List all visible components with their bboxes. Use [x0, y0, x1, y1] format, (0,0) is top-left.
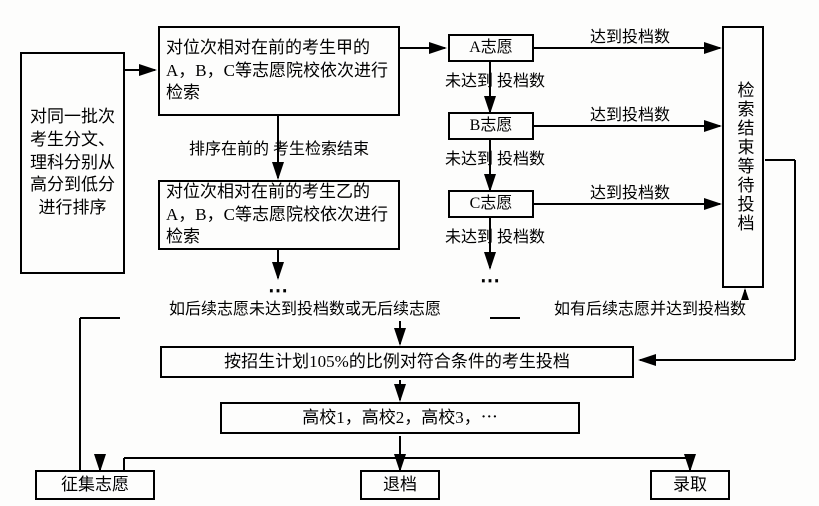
label-dots2-text: ⋯: [480, 270, 500, 292]
node-schools: 高校1，高校2，高校3，⋯: [220, 402, 580, 434]
label-hasFollow-text: 如有后续志愿并达到投档数: [554, 301, 746, 318]
node-volB-text: B志愿: [470, 115, 513, 137]
node-sort: 对同一批次考生分文、理科分别从高分到低分进行排序: [20, 52, 125, 274]
node-candidate-b: 对位次相对在前的考生乙的A，B，C等志愿院校依次进行检索: [158, 180, 400, 250]
label-no-follow: 如后续志愿未达到投档数或无后续志愿: [120, 300, 490, 321]
label-midAB-text: 排序在前的 考生检索结束: [189, 141, 369, 158]
label-reach-b: 达到投档数: [560, 106, 700, 127]
node-candidate-a: 对位次相对在前的考生甲的A，B，C等志愿院校依次进行检索: [158, 26, 400, 116]
node-reject: 退档: [360, 470, 440, 500]
node-vol-b: B志愿: [448, 112, 534, 140]
node-collect-text: 征集志愿: [61, 474, 129, 497]
label-notC-text: 未达到 投档数: [445, 229, 545, 246]
node-plan105-text: 按招生计划105%的比例对符合条件的考生投档: [224, 351, 570, 374]
label-reach-c: 达到投档数: [560, 184, 700, 205]
node-admit: 录取: [650, 470, 730, 500]
label-reach-a: 达到投档数: [560, 28, 700, 49]
node-admit-text: 录取: [673, 474, 707, 497]
node-plan105: 按招生计划105%的比例对符合条件的考生投档: [160, 346, 634, 378]
node-candB-text: 对位次相对在前的考生乙的A，B，C等志愿院校依次进行检索: [166, 181, 392, 250]
label-notB-text: 未达到 投档数: [445, 151, 545, 168]
label-reachB-text: 达到投档数: [590, 107, 670, 124]
node-schools-text: 高校1，高校2，高校3，⋯: [302, 407, 498, 430]
node-result: 检索结束等待投档: [722, 26, 764, 288]
label-dots1-text: ⋯: [268, 280, 288, 302]
label-mid-ab: 排序在前的 考生检索结束: [162, 140, 396, 161]
node-volC-text: C志愿: [470, 193, 513, 215]
node-result-text: 检索结束等待投档: [732, 81, 755, 233]
label-notA-text: 未达到 投档数: [445, 73, 545, 90]
node-collect: 征集志愿: [35, 470, 155, 500]
label-reachC-text: 达到投档数: [590, 185, 670, 202]
node-candA-text: 对位次相对在前的考生甲的A，B，C等志愿院校依次进行检索: [166, 37, 392, 106]
label-noFollow-text: 如后续志愿未达到投档数或无后续志愿: [169, 301, 441, 318]
node-sort-text: 对同一批次考生分文、理科分别从高分到低分进行排序: [28, 106, 117, 221]
label-not-b: 未达到 投档数: [420, 150, 570, 171]
label-not-a: 未达到 投档数: [420, 72, 570, 93]
node-reject-text: 退档: [383, 474, 417, 497]
label-has-follow: 如有后续志愿并达到投档数: [520, 300, 780, 321]
node-volA-text: A志愿: [469, 37, 513, 59]
node-vol-c: C志愿: [448, 190, 534, 218]
label-dots-2: ⋯: [480, 268, 500, 294]
node-vol-a: A志愿: [448, 34, 534, 62]
label-reachA-text: 达到投档数: [590, 29, 670, 46]
label-not-c: 未达到 投档数: [420, 228, 570, 249]
